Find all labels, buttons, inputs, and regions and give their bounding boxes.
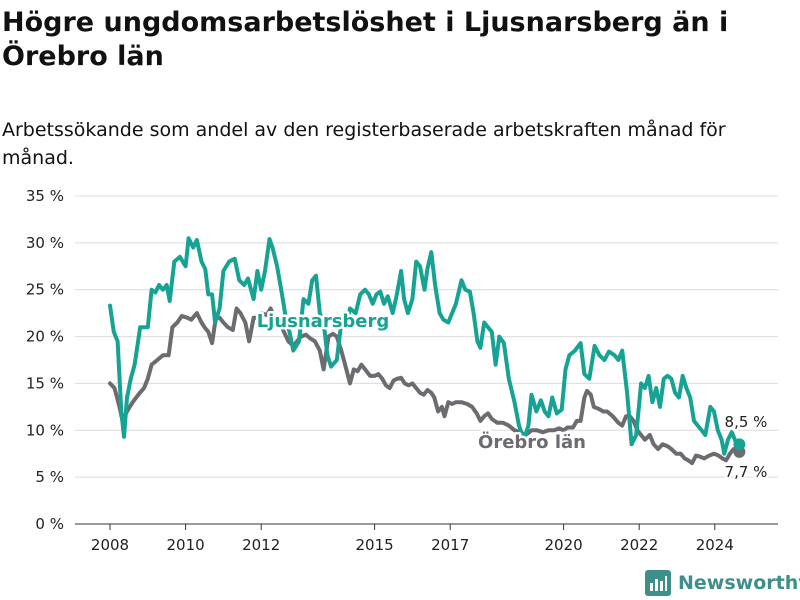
y-tick-label: 30 % xyxy=(26,234,64,252)
series-line-orebro-lan xyxy=(108,306,742,466)
x-tick-label: 2015 xyxy=(356,536,394,554)
series-layer xyxy=(108,236,746,466)
grid-layer xyxy=(75,195,778,525)
y-tick-label: 15 % xyxy=(26,374,64,392)
brand-name: Newsworthy xyxy=(678,572,800,594)
y-tick-label: 35 % xyxy=(26,187,64,205)
series-label-ljusnarsberg: Ljusnarsberg xyxy=(257,311,390,332)
newsworthy-logo-icon xyxy=(645,570,671,596)
x-tick-label: 2012 xyxy=(242,536,280,554)
x-tick-label: 2010 xyxy=(167,536,205,554)
chart-subtitle: Arbetssökande som andel av den registerb… xyxy=(2,119,726,169)
label-layer: Ljusnarsberg Örebro län 8,5 % 7,7 % xyxy=(254,309,769,484)
brand-logo: Newsworthy xyxy=(645,568,800,598)
series-line-ljusnarsberg xyxy=(108,236,742,456)
x-tick-label: 2024 xyxy=(696,536,734,554)
y-tick-label: 20 % xyxy=(26,328,64,346)
end-label-ljusnarsberg: 8,5 % xyxy=(725,413,768,431)
y-tick-label: 10 % xyxy=(26,421,64,439)
x-tick-label: 2020 xyxy=(545,536,583,554)
y-tick-label: 25 % xyxy=(26,281,64,299)
x-tick-label: 2008 xyxy=(91,536,129,554)
y-tick-label: 5 % xyxy=(35,468,64,486)
chart-title: Högre ungdomsarbetslöshet i Ljusnarsberg… xyxy=(2,7,729,72)
y-axis: 0 % 5 % 10 % 15 % 20 % 25 % 30 % 35 % xyxy=(26,187,64,533)
end-label-orebro-lan: 7,7 % xyxy=(725,463,768,481)
x-tick-label: 2017 xyxy=(431,536,469,554)
series-label-orebro-lan: Örebro län xyxy=(478,431,586,453)
y-tick-label: 0 % xyxy=(35,515,64,533)
series-endpoint-ljusnarsberg xyxy=(733,438,746,451)
x-tick-label: 2022 xyxy=(620,536,658,554)
x-axis: 2008 2010 2012 2015 2017 2020 2022 2024 xyxy=(75,523,778,554)
